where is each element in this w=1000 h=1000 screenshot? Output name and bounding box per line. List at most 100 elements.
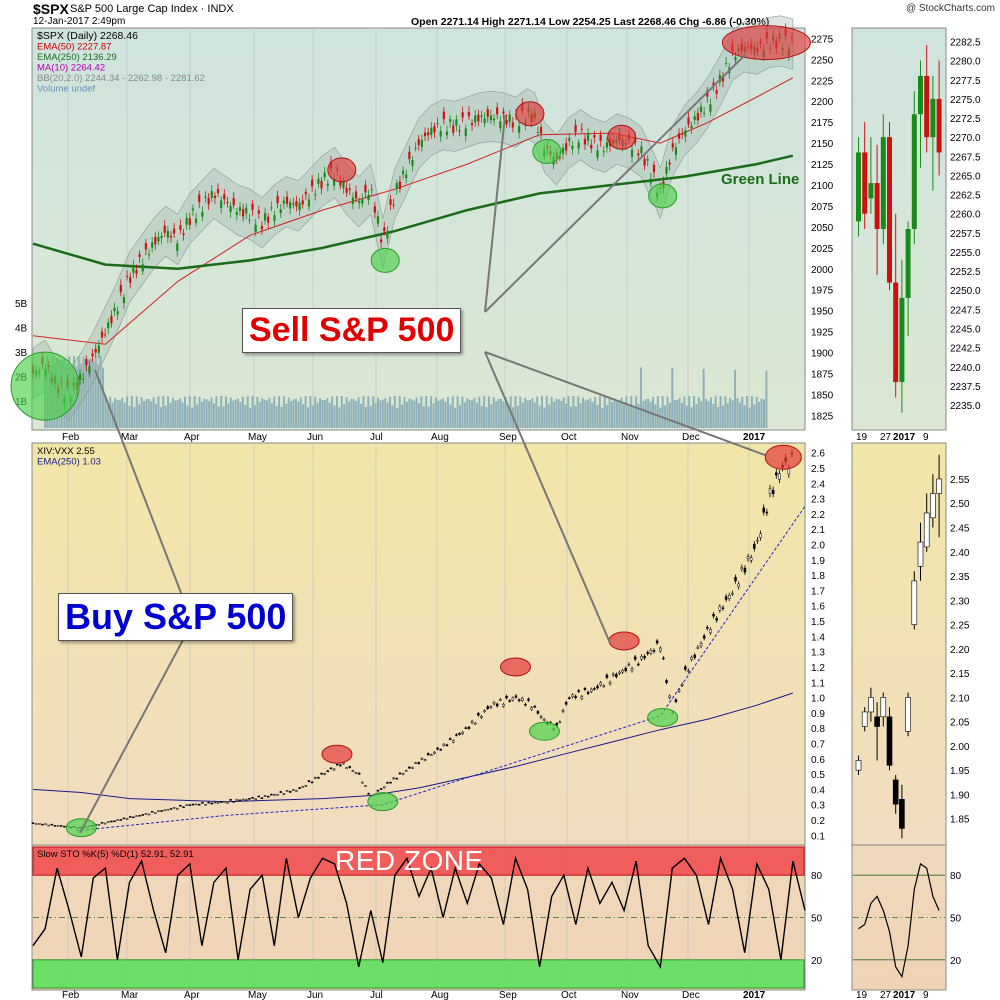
volume-bar [186,405,189,428]
volume-bar [273,396,276,428]
volume-bar [401,404,404,428]
price-candle [502,111,505,114]
volume-bar [427,406,430,428]
volume-bar [275,406,278,428]
ratio-candle [232,801,235,803]
ratio-candle [470,720,474,724]
volume-bar [304,396,307,428]
volume-bar [594,396,597,428]
volume-bar [239,401,242,428]
price-legend-entry: EMA(250) 2136.29 [37,52,117,63]
volume-bar [80,363,83,428]
ratio-candle [282,793,286,795]
volume-bar [251,396,254,428]
ratio-candle [483,710,486,712]
ratio-candle [364,785,367,787]
volume-bar [212,403,215,428]
ratio-candle [759,533,762,538]
volume-bar [157,396,160,428]
volume-bar [603,396,606,428]
ratio-candle [445,744,449,747]
price-candle [254,224,257,233]
ratio-candle [499,699,502,701]
ema250-green-line [32,154,794,271]
ratio-candle [317,777,320,779]
price-candle [703,112,706,114]
price-candle [684,130,687,137]
volume-bar [678,397,681,428]
ratio-candle [169,808,173,810]
inset-x-tick: 19 [856,990,868,1000]
ratio-candle [194,803,198,806]
volume-bar [106,405,109,428]
ratio-candle [583,688,587,690]
ratio-candle [254,798,257,801]
volume-bar [391,405,394,428]
volume-bar [307,407,310,428]
price-candle [571,145,574,150]
ratio-candle [279,791,283,793]
inset-ratio-candle [855,760,862,771]
price-candle [565,143,568,151]
ratio-candle [204,804,207,806]
volume-bar [150,401,153,428]
volume-bar [348,401,351,428]
ratio-candle [599,682,602,686]
ratio-y-tick: 2.0 [811,541,825,552]
price-candle [226,202,229,204]
ratio-y-tick: 1.0 [811,694,825,705]
price-candle [304,191,307,195]
volume-bar [164,405,167,428]
ratio-candle [404,770,408,772]
inset-ratio-candle [886,716,893,766]
price-y-tick: 2275 [811,34,834,45]
price-candle [536,131,540,133]
price-candle [354,191,358,199]
ratio-candle [138,815,141,817]
sto-y-tick: 80 [811,871,823,882]
ratio-candle [150,811,154,813]
ratio-candle [486,706,490,709]
ratio-candle [229,799,232,801]
price-candle [452,125,455,133]
volume-bar [492,397,495,428]
ratio-candle [768,488,772,494]
volume-bar [118,400,121,428]
index-name: S&P 500 Large Cap Index · INDX [70,3,234,15]
volume-bar [446,397,449,428]
ratio-y-tick: 0.7 [811,740,825,751]
inset-price-y-tick: 2255.0 [950,248,981,259]
inset-price-candle [887,137,892,283]
price-candle [398,181,402,189]
volume-bar [598,396,601,428]
price-candle [201,211,204,217]
price-candle [674,147,678,155]
sto-y-tick: 20 [811,956,823,967]
inset-price-y-tick: 2275.0 [950,95,981,106]
ratio-candle [323,773,326,775]
ratio-candle [176,807,179,810]
volume-bar [569,406,572,428]
volume-bar [415,397,418,428]
volume-bar [586,399,589,428]
volume-bar [282,396,285,428]
price-candle [345,187,348,193]
ratio-candle [100,822,104,824]
ratio-candle [135,815,138,817]
volume-bar [480,405,483,428]
volume-bar [384,398,387,428]
ratio-candle [615,674,618,678]
volume-bar [490,403,493,428]
ratio-candle [386,782,389,784]
ratio-candle [197,804,201,806]
price-candle [207,197,210,205]
ratio-candle [740,567,744,570]
inset-ratio-candle [868,697,874,713]
price-candle [496,107,499,115]
price-candle [270,207,273,209]
volume-bar [82,357,85,428]
ratio-candle [618,671,621,674]
price-candle [213,195,217,199]
price-candle [436,123,439,125]
volume-bar [364,406,367,428]
